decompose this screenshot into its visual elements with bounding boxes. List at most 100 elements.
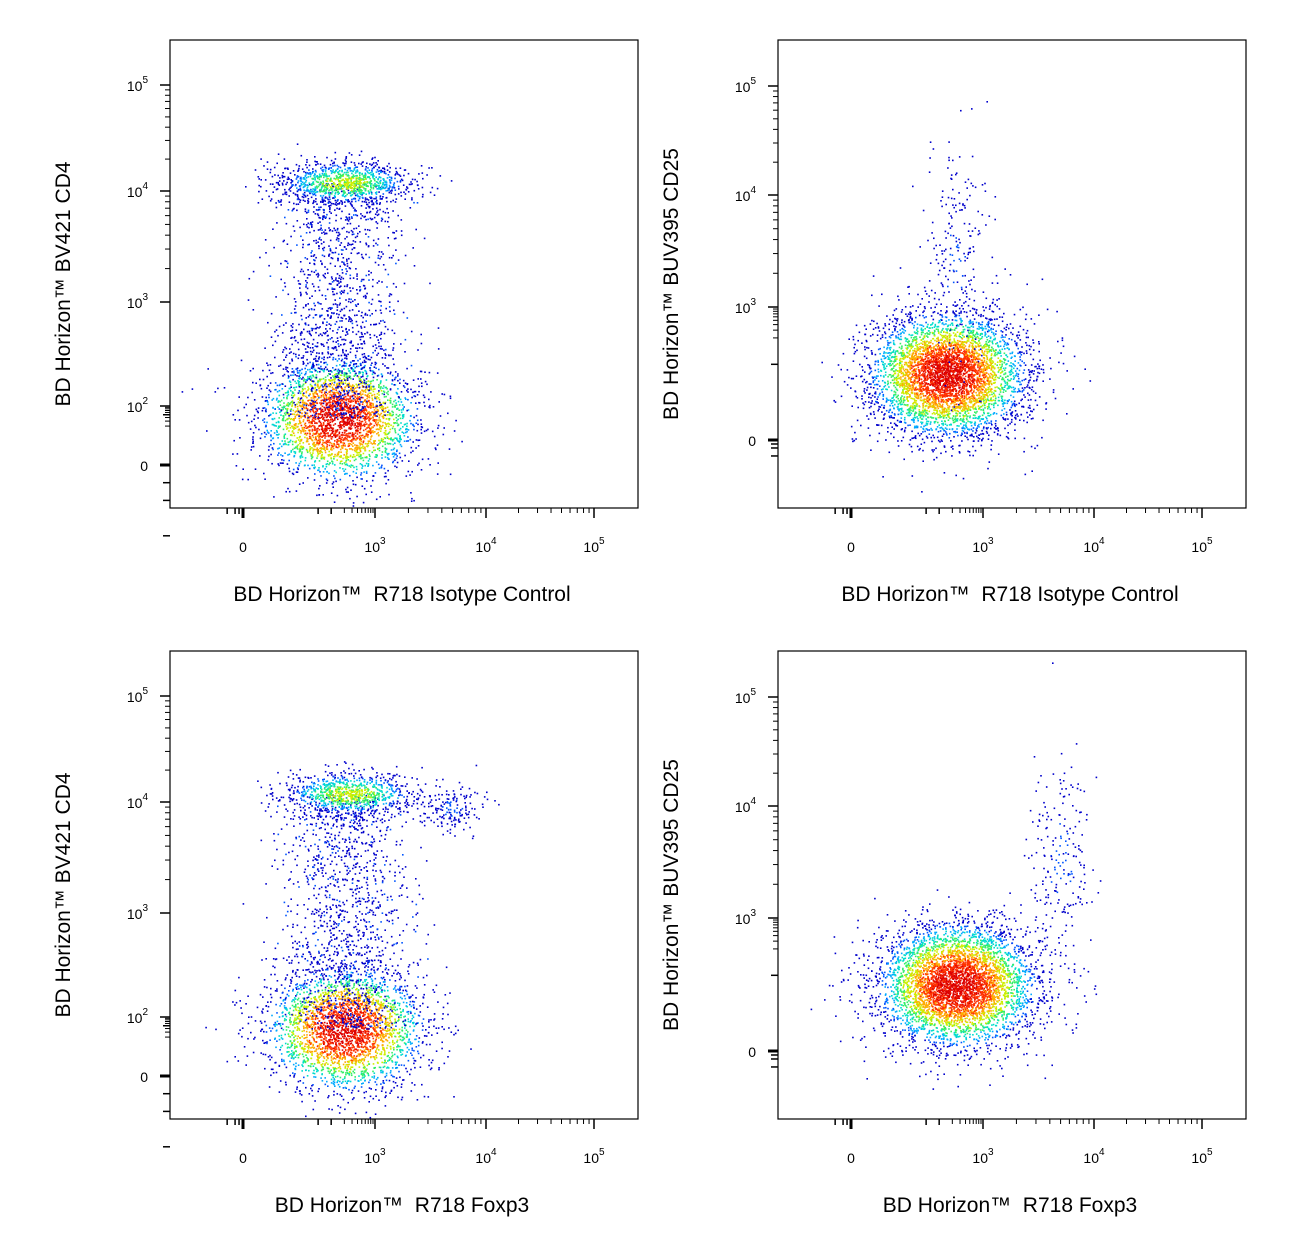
event-dot xyxy=(321,190,323,193)
event-dot xyxy=(316,342,319,344)
event-dot xyxy=(370,164,373,167)
event-dot xyxy=(349,372,352,374)
event-dot xyxy=(345,171,348,174)
event-dot xyxy=(362,415,364,417)
event-dot xyxy=(283,436,285,438)
event-dot xyxy=(356,292,359,295)
event-dot xyxy=(314,213,317,215)
event-dot xyxy=(339,374,342,376)
event-dot xyxy=(294,417,297,419)
event-dot xyxy=(347,433,350,435)
event-dot xyxy=(354,414,357,416)
event-dot xyxy=(351,319,353,322)
event-dot xyxy=(358,455,360,458)
event-dot xyxy=(353,360,355,362)
event-dot xyxy=(370,431,372,433)
event-dot xyxy=(365,201,368,204)
event-dot xyxy=(318,389,321,392)
event-dot xyxy=(359,447,362,450)
event-dot xyxy=(332,330,334,332)
event-dot xyxy=(332,424,335,426)
event-dot xyxy=(339,462,341,465)
event-dot xyxy=(338,345,340,348)
event-dot xyxy=(329,413,331,415)
event-dot xyxy=(377,391,380,394)
event-dot xyxy=(337,407,339,410)
event-dot xyxy=(367,465,369,467)
event-dot xyxy=(348,329,350,331)
event-dot xyxy=(348,422,350,425)
event-dot xyxy=(295,368,297,370)
event-dot xyxy=(299,287,301,289)
event-dot xyxy=(404,454,406,457)
event-dot xyxy=(266,161,269,163)
event-dot xyxy=(376,181,379,184)
event-dot xyxy=(396,455,398,457)
event-dot xyxy=(364,383,366,385)
event-dot xyxy=(360,396,363,399)
event-dot xyxy=(369,333,371,336)
event-dot xyxy=(352,277,355,279)
event-dot xyxy=(257,411,259,414)
event-dot xyxy=(353,370,356,373)
event-dot xyxy=(372,186,375,189)
event-dot xyxy=(317,415,320,418)
event-dot xyxy=(345,216,348,218)
event-dot xyxy=(331,401,334,403)
event-dot xyxy=(332,367,334,369)
event-dot xyxy=(343,374,346,377)
event-dot xyxy=(340,190,343,193)
event-dot xyxy=(288,459,290,462)
event-dot xyxy=(290,401,293,403)
event-dot xyxy=(342,457,344,460)
event-dot xyxy=(389,412,392,415)
event-dot xyxy=(313,411,315,414)
event-dot xyxy=(328,427,331,430)
event-dot xyxy=(387,220,389,223)
event-dot xyxy=(309,375,312,377)
event-dot xyxy=(367,436,369,438)
event-dot xyxy=(336,309,339,311)
event-dot xyxy=(305,284,307,286)
event-dot xyxy=(376,415,378,417)
event-dot xyxy=(297,431,299,434)
event-dot xyxy=(294,427,297,430)
event-dot xyxy=(347,171,349,174)
event-dot xyxy=(319,447,321,450)
event-dot xyxy=(369,337,372,339)
event-dot xyxy=(374,388,376,390)
event-dot xyxy=(306,351,309,353)
event-dot xyxy=(287,405,290,407)
event-dot xyxy=(296,367,299,369)
event-dot xyxy=(331,444,333,447)
event-dot xyxy=(282,375,284,377)
event-dot xyxy=(366,397,368,400)
event-dot xyxy=(273,496,275,498)
event-dot xyxy=(328,245,330,247)
event-dot xyxy=(387,425,390,428)
event-dot xyxy=(299,201,301,203)
event-dot xyxy=(389,388,392,391)
event-dot xyxy=(301,195,304,198)
event-dot xyxy=(300,235,302,238)
event-dot xyxy=(291,326,294,329)
event-dot xyxy=(309,368,311,371)
event-dot xyxy=(334,431,337,433)
event-dot xyxy=(336,414,338,416)
event-dot xyxy=(437,348,440,350)
event-dot xyxy=(321,436,323,438)
event-dot xyxy=(318,437,320,439)
event-dot xyxy=(294,380,296,383)
event-dot xyxy=(385,379,388,381)
event-dot xyxy=(378,280,380,282)
event-dot xyxy=(335,279,337,281)
event-dot xyxy=(311,434,314,437)
event-dot xyxy=(395,230,398,232)
event-dot xyxy=(285,366,287,369)
event-dot xyxy=(367,396,369,398)
event-dot xyxy=(346,223,349,225)
event-dot xyxy=(343,285,346,288)
event-dot xyxy=(379,424,381,427)
event-dot xyxy=(359,193,362,195)
event-dot xyxy=(360,420,362,423)
